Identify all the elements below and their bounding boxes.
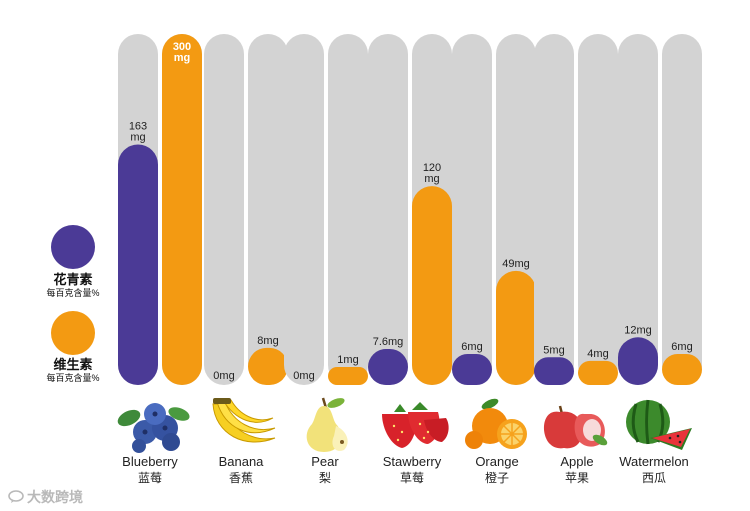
value-label-watermelon-vitamin: 6mg	[671, 341, 692, 353]
pear-icon	[306, 397, 348, 452]
orange-icon	[465, 398, 527, 449]
watermark-text: 大数跨境	[27, 489, 83, 505]
bar-blueberry-vitamin	[162, 34, 202, 385]
banana-icon	[212, 398, 276, 443]
category-label-watermelon: Watermelon	[619, 454, 689, 469]
bar-watermelon-anthocyanin	[618, 337, 658, 385]
category-label-strawberry: Stawberry	[382, 454, 442, 469]
category-label-zh-apple: 苹果	[564, 471, 589, 485]
category-label-zh-strawberry: 草莓	[399, 471, 424, 485]
legend-title-anthocyanin: 花青素	[53, 272, 93, 287]
value-label-stawberry-vitamin: 120 mg	[423, 162, 441, 185]
bar-orange-vitamin	[496, 270, 536, 385]
category-label-zh-blueberry: 蓝莓	[137, 471, 162, 485]
category-label-zh-pear: 梨	[318, 471, 331, 485]
category-label-zh-orange: 橙子	[484, 471, 509, 485]
strawberry-icon	[382, 402, 449, 448]
category-label-zh-watermelon: 西瓜	[641, 471, 666, 485]
category-label-pear: Pear	[311, 454, 339, 469]
chat-bubble-icon	[8, 490, 24, 503]
bar-pear-vitamin	[328, 367, 368, 385]
bar-watermelon-vitamin	[662, 353, 702, 385]
bar-stawberry-vitamin	[412, 186, 452, 385]
watermelon-icon	[626, 399, 692, 450]
value-label-apple-anthocyanin: 5mg	[543, 344, 564, 356]
bar-stawberry-anthocyanin	[368, 349, 408, 385]
bar-track-watermelon-anthocyanin	[618, 34, 658, 385]
value-label-pear-anthocyanin: 0mg	[293, 370, 314, 382]
bar-track-stawberry-anthocyanin	[368, 34, 408, 385]
bar-track-orange-anthocyanin	[452, 34, 492, 385]
value-label-apple-vitamin: 4mg	[587, 348, 608, 360]
bar-track-pear-vitamin	[328, 34, 368, 385]
bar-banana-vitamin	[248, 347, 288, 385]
category-label-zh-banana: 香蕉	[228, 471, 253, 485]
bar-apple-vitamin	[578, 360, 618, 385]
value-label-orange-anthocyanin: 6mg	[461, 341, 482, 353]
category-label-banana: Banana	[218, 454, 264, 469]
category-label-apple: Apple	[560, 454, 594, 469]
value-label-orange-vitamin: 49mg	[502, 258, 530, 270]
bar-blueberry-anthocyanin	[118, 144, 158, 385]
bar-track-apple-vitamin	[578, 34, 618, 385]
value-label-blueberry-vitamin: 300 mg	[173, 41, 191, 64]
bar-track-banana-vitamin	[248, 34, 288, 385]
bar-apple-anthocyanin	[534, 357, 574, 385]
bar-track-watermelon-vitamin	[662, 34, 702, 385]
value-label-pear-vitamin: 1mg	[337, 354, 358, 366]
bar-orange-anthocyanin	[452, 353, 492, 385]
legend-swatch-anthocyanin	[51, 225, 95, 269]
value-label-banana-vitamin: 8mg	[257, 335, 278, 347]
legend-subtitle-anthocyanin: 每百克含量%	[46, 288, 100, 298]
category-label-orange: Orange	[475, 454, 519, 469]
blueberry-icon	[117, 403, 190, 453]
apple-icon	[544, 405, 608, 449]
legend-swatch-vitamin	[51, 311, 95, 355]
bar-track-apple-anthocyanin	[534, 34, 574, 385]
category-label-blueberry: Blueberry	[122, 454, 178, 469]
watermark: 大数跨境	[8, 487, 83, 507]
legend-title-vitamin: 维生素	[53, 357, 93, 372]
value-label-banana-anthocyanin: 0mg	[213, 370, 234, 382]
legend-subtitle-vitamin: 每百克含量%	[46, 373, 100, 383]
value-label-watermelon-anthocyanin: 12mg	[624, 324, 652, 336]
value-label-blueberry-anthocyanin: 163 mg	[129, 121, 147, 144]
bar-track-pear-anthocyanin	[284, 34, 324, 385]
bar-track-banana-anthocyanin	[204, 34, 244, 385]
value-label-stawberry-anthocyanin: 7.6mg	[373, 336, 404, 348]
